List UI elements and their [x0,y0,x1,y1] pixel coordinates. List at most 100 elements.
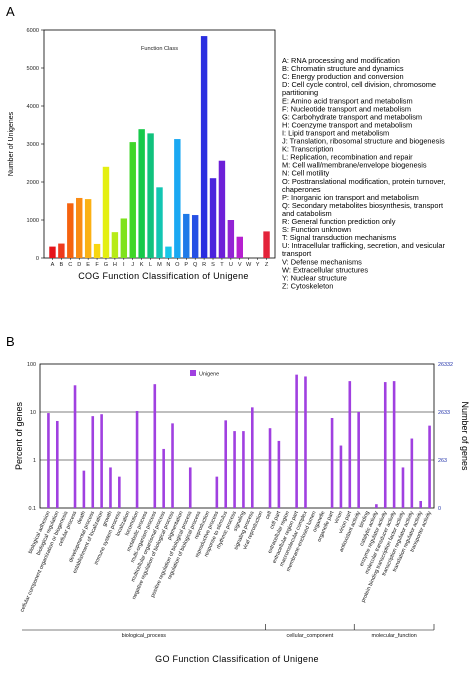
legend-swatch [190,370,196,376]
bar-developmental-process [91,416,95,508]
bar-enzyme-regulator-activity [383,382,387,508]
chart-title: Function Class [141,46,178,52]
x-tick-label: Q [193,262,198,268]
legend-entry: B: Chromatin structure and dynamics [282,64,404,73]
bar-rhythmic-process [233,431,236,508]
y-tick-label: 6000 [27,28,39,34]
y-tick-label: 2000 [27,180,39,186]
bar-protein-binding-transcription-factor-activity [401,467,405,508]
x-tick-label: Y [256,262,260,268]
bar-A [49,246,56,258]
y-tick-label-left: 100 [27,362,36,368]
x-tick-label: P [184,262,188,268]
group-label: cellular_component [287,633,334,639]
x-axis-title: COG Function Classification of Unigene [78,271,248,281]
legend-entry: J: Translation, ribosomal structure and … [282,137,445,146]
legend-entry: M: Cell wall/membrane/envelope biogenesi… [282,161,427,170]
y-tick-label-right: 2633 [438,410,450,416]
bar-V [236,236,243,258]
bar-biological-regulation [55,420,59,508]
bar-M [156,187,163,258]
legend-entry: partitioning [282,88,318,97]
x-tick-label: F [95,262,99,268]
y-axis-title: Number of Unigenes [8,111,15,176]
bar-biological-adhesion [47,413,50,508]
y-tick-label-left: 10 [30,410,36,416]
legend-entry: and catabolism [282,209,332,218]
bar-J [129,142,136,258]
bar-translation-regulator-activity [419,500,423,508]
y-tick-label: 4000 [27,104,39,110]
bar-cell-part [277,440,281,508]
bar-virion-part [348,381,352,508]
bar-S [209,178,217,258]
cog-bar-chart: 0 1000 2000 3000 4000 5000 6000 Function Class N… [8,28,446,290]
legend-entry: K: Transcription [282,145,333,154]
bar-locomotion [135,410,139,508]
legend-entry: S: Function unknown [282,225,351,234]
bar-B [58,243,65,258]
y-tick-label-left: 0.1 [29,506,37,512]
bar-U [227,220,235,258]
bar-transcription-regulator-activity [410,438,414,508]
bar-R [200,36,208,258]
bar-transporter-activity [428,425,431,508]
x-tick-label: Z [265,262,269,268]
legend-entry: F: Nucleotide transport and metabolism [282,104,411,113]
legend-label: Unigene [199,372,219,378]
legend-entry: chaperones [282,185,321,194]
y-tick-label-left: 1 [33,458,36,464]
bar-Q [191,215,199,258]
bar-positive-regulation-of-biological-process [188,467,192,508]
y-tick-label-right: 0 [438,506,441,512]
legend-entry: U: Intracellular trafficking, secretion,… [282,241,445,250]
legend-entry: V: Defense mechanisms [282,257,362,266]
bar-O [174,139,181,258]
x-tick-label: V [238,262,242,268]
legend-entry: Q: Secondary metabolites biosynthesis, t… [282,201,443,210]
y-axis-title-right: Number of genes [460,401,470,471]
bar-catalytic-activity [375,504,378,508]
legend-entry: I: Lipid transport and metabolism [282,128,389,137]
x-axis-title: GO Function Classification of Unigene [155,654,319,664]
bar-T [218,160,226,258]
bar-N [165,246,172,258]
x-tick-label: S [211,262,215,268]
x-tick-label: G [104,262,108,268]
legend-entry: W: Extracellular structures [282,265,368,274]
bar-signaling-process [250,407,254,508]
legend-entry: E: Amino acid transport and metabolism [282,96,413,105]
legend-entry: Z: Cytoskeleton [282,281,333,290]
x-tick-label: cell [265,510,274,520]
bar-growth [109,467,112,508]
bar-virion [339,445,343,508]
bar-extracellular-region-part [295,374,298,508]
y-tick-label: 5000 [27,66,39,72]
bar-G [102,166,110,258]
y-tick-label: 0 [36,256,39,262]
x-tick-label: K [140,262,144,268]
legend-entry: D: Cell cycle control, cell division, ch… [282,80,436,89]
legend-entry: T: Signal transduction mechanisms [282,233,397,242]
legend-entry: O: Posttranslational modification, prote… [282,177,446,186]
x-tick-label: O [175,262,180,268]
bar-I [120,218,128,258]
plot-frame [39,363,435,509]
x-tick-label: U [229,262,233,268]
y-tick-label-right: 263 [438,458,447,464]
bar-C [67,203,74,258]
x-tick-label: B [60,262,64,268]
bar-K [138,129,145,258]
legend-entry: transport [282,249,311,258]
legend-entry: L: Replication, recombination and repair [282,153,413,162]
x-tick-label: A [51,262,55,268]
legend-entry: P: Inorganic ion transport and metabolis… [282,193,419,202]
bar-response-to-stimulus [224,420,228,508]
bar-establishment-of-localization [100,414,103,508]
bar-L [147,133,154,258]
bar-D [76,197,83,258]
x-tick-label: E [86,262,90,268]
x-tick-label: death [76,510,87,525]
group-label: biological_process [122,633,167,639]
